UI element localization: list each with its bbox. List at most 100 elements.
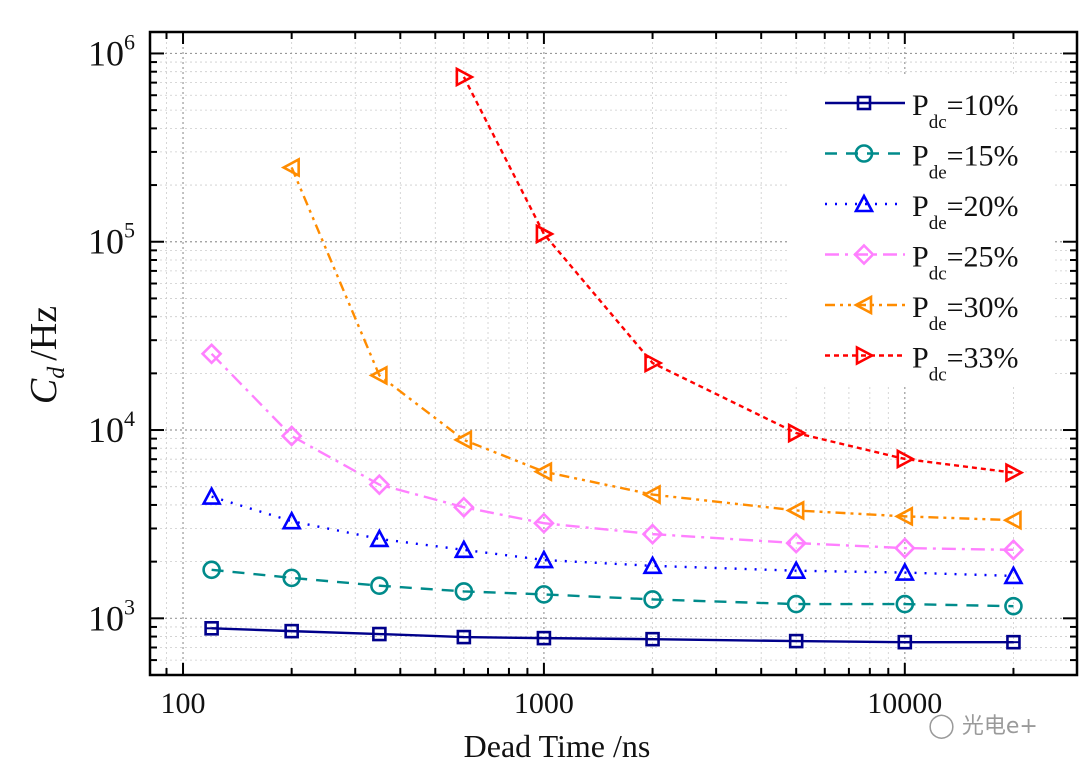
data-point bbox=[533, 549, 555, 569]
y-axis-title: Cd/Hz bbox=[23, 306, 70, 404]
x-tick-label: 10000 bbox=[867, 687, 942, 720]
legend-marker bbox=[854, 144, 874, 163]
series-line bbox=[290, 167, 1014, 522]
data-point bbox=[453, 429, 473, 451]
y-tick-exponent: 6 bbox=[124, 29, 135, 54]
series-layer bbox=[200, 66, 1025, 650]
x-tick-label: 100 bbox=[161, 687, 206, 720]
legend-label-value: =25% bbox=[947, 241, 1019, 274]
y-axis-title-main: C bbox=[23, 378, 65, 404]
plot-frame bbox=[148, 30, 1079, 677]
legend-label-main: P bbox=[912, 241, 929, 274]
data-point bbox=[1002, 539, 1025, 561]
data-point bbox=[1003, 565, 1024, 585]
data-point bbox=[643, 590, 662, 609]
y-tick-base: 10 bbox=[88, 222, 124, 262]
data-point bbox=[368, 365, 388, 386]
series-line bbox=[211, 568, 1014, 608]
data-point bbox=[786, 559, 807, 580]
data-point bbox=[787, 422, 807, 444]
legend-item: Pde=30% bbox=[825, 291, 1019, 335]
y-tick-label: 103 bbox=[88, 594, 135, 638]
legend-label-sub: de bbox=[929, 213, 947, 234]
data-point bbox=[1004, 596, 1023, 616]
data-point bbox=[642, 555, 663, 575]
data-point bbox=[202, 560, 221, 580]
legend-label-sub: dc bbox=[929, 112, 947, 133]
data-point bbox=[894, 506, 914, 527]
data-point bbox=[896, 448, 916, 470]
series-line bbox=[211, 495, 1014, 578]
legend-marker bbox=[853, 294, 873, 316]
legend-label-main: P bbox=[912, 291, 929, 324]
legend-item: Pdc=33% bbox=[825, 342, 1019, 386]
y-tick-exponent: 5 bbox=[124, 218, 135, 243]
y-axis-title-unit: /Hz bbox=[23, 306, 65, 361]
data-point bbox=[644, 352, 664, 374]
y-tick-base: 10 bbox=[88, 33, 124, 73]
x-tick-label: 1000 bbox=[514, 687, 574, 720]
series-line bbox=[211, 627, 1014, 644]
legend-label-value: =15% bbox=[947, 140, 1019, 173]
data-point bbox=[533, 461, 553, 482]
legend-label: Pdc=10% bbox=[912, 89, 1019, 133]
legend-item: Pdc=25% bbox=[825, 241, 1019, 285]
series-1 bbox=[204, 621, 1021, 650]
legend-item: Pdc=10% bbox=[825, 89, 1019, 133]
x-axis-title: Dead Time /ns bbox=[464, 728, 651, 764]
y-tick-base: 10 bbox=[88, 410, 124, 450]
legend-label-value: =20% bbox=[947, 190, 1019, 223]
legend-label-main: P bbox=[912, 89, 929, 122]
series-3 bbox=[201, 485, 1024, 585]
data-point bbox=[280, 157, 300, 178]
series-2 bbox=[202, 560, 1023, 616]
data-point bbox=[641, 484, 661, 505]
data-point bbox=[200, 342, 223, 365]
legend-label-sub: de bbox=[929, 163, 947, 184]
data-point bbox=[369, 528, 390, 548]
legend-item: Pde=20% bbox=[825, 190, 1019, 234]
data-point bbox=[453, 496, 475, 519]
data-point bbox=[785, 500, 805, 521]
y-tick-exponent: 4 bbox=[124, 406, 135, 431]
legend-label-value: =33% bbox=[947, 342, 1019, 375]
legend-label-sub: dc bbox=[929, 365, 947, 386]
data-point bbox=[893, 537, 916, 559]
data-point bbox=[533, 512, 555, 535]
wechat-icon: ◯ bbox=[928, 711, 955, 739]
legend: Pdc=10%Pde=15%Pde=20%Pdc=25%Pde=30%Pdc=3… bbox=[825, 89, 1019, 386]
y-tick-exponent: 3 bbox=[124, 594, 135, 619]
legend-label-sub: de bbox=[929, 314, 947, 335]
data-point bbox=[282, 568, 301, 588]
legend-label: Pde=30% bbox=[912, 291, 1019, 335]
legend-marker bbox=[853, 193, 875, 213]
y-tick-label: 106 bbox=[88, 29, 135, 73]
legend-label: Pde=15% bbox=[912, 140, 1019, 184]
data-point bbox=[280, 425, 303, 447]
legend-label-value: =10% bbox=[947, 89, 1019, 122]
legend-label-sub: dc bbox=[929, 264, 947, 285]
watermark-text: 光电e+ bbox=[961, 714, 1038, 739]
data-point bbox=[894, 561, 915, 581]
legend-label-main: P bbox=[912, 190, 929, 223]
data-point bbox=[368, 473, 391, 496]
data-point bbox=[1002, 510, 1022, 531]
legend-marker bbox=[853, 243, 875, 266]
series-6 bbox=[455, 66, 1025, 483]
data-point bbox=[641, 523, 664, 545]
y-tick-label: 104 bbox=[88, 406, 135, 450]
data-point bbox=[1005, 462, 1025, 483]
legend-label: Pde=20% bbox=[912, 190, 1019, 234]
legend-label-main: P bbox=[912, 140, 929, 173]
legend-label-value: =30% bbox=[947, 291, 1019, 324]
data-point bbox=[786, 594, 806, 614]
data-point bbox=[453, 539, 475, 559]
y-tick-base: 10 bbox=[88, 598, 124, 638]
series-line bbox=[210, 352, 1014, 552]
y-tick-label: 105 bbox=[88, 218, 135, 262]
data-point bbox=[281, 510, 302, 530]
data-point bbox=[455, 66, 475, 88]
svg-text:Cd/Hz: Cd/Hz bbox=[23, 306, 70, 404]
